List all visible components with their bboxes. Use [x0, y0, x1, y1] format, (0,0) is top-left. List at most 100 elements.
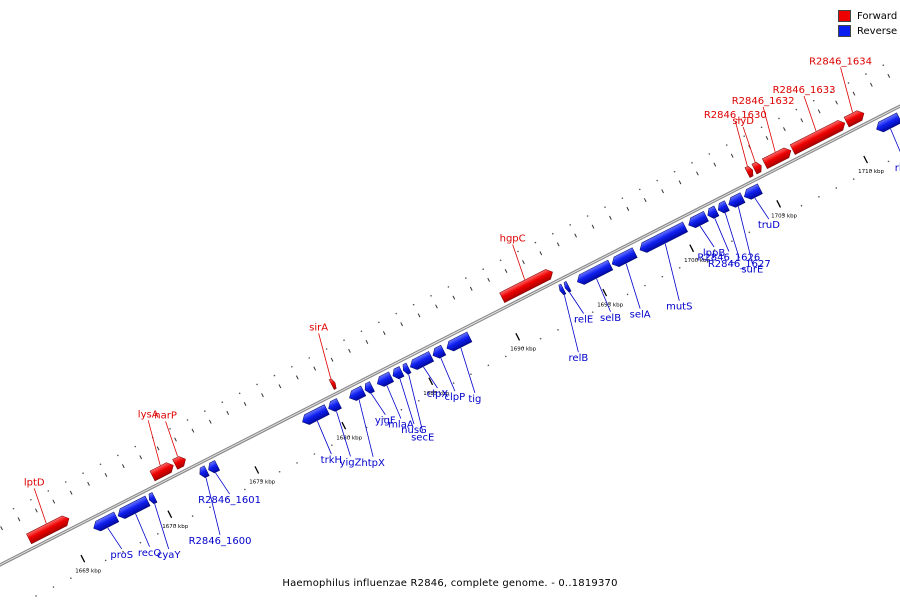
dot [209, 506, 211, 509]
leader-lysa [147, 420, 161, 466]
dot [621, 197, 624, 200]
minor-tick [330, 357, 334, 362]
dot [47, 490, 50, 492]
minor-tick [643, 198, 647, 203]
minor-tick [887, 73, 891, 78]
tick-1680 [341, 421, 347, 430]
dot [191, 515, 194, 517]
dot [887, 160, 890, 163]
label-r2846-1601: R2846_1601 [198, 495, 261, 506]
dot [800, 204, 803, 207]
leader-yigz [336, 411, 351, 457]
label-lptd: lptD [24, 477, 45, 488]
minor-tick [504, 269, 508, 274]
label-nusg: nusG [401, 425, 427, 436]
gene-hgpc [499, 269, 553, 303]
label-r2846-1600: R2846_1600 [189, 536, 252, 547]
dot [708, 153, 711, 155]
tick-1675 [254, 466, 260, 474]
dot [87, 568, 90, 571]
label-relb: relB [569, 353, 589, 364]
leader-sure [737, 206, 753, 264]
gene-shape-pros [93, 511, 120, 532]
gene-r2846-1601 [208, 460, 221, 474]
dot [122, 550, 124, 553]
gene-rele [563, 281, 572, 293]
gene-shape-lysa [149, 462, 174, 482]
leader-tig [460, 347, 476, 394]
tick-label-1690: 1690 kbp [510, 347, 536, 353]
label-sure: surE [741, 264, 763, 275]
leader-r2846-1634 [840, 67, 853, 113]
gene-tig [446, 331, 473, 352]
gene-shape-sece [402, 362, 412, 375]
dot [691, 161, 693, 164]
legend-forward-label: Forward [857, 10, 898, 22]
tick-label-1680: 1680 kbp [336, 435, 362, 441]
gene-htpx [349, 385, 367, 401]
leader-r2846-1632 [762, 106, 776, 152]
gene-shape-r2846-1627 [717, 200, 730, 214]
dot [557, 329, 559, 331]
leader-r2846-1630 [734, 120, 748, 167]
dot [331, 444, 333, 446]
dot [574, 320, 577, 322]
minor-tick [609, 215, 612, 220]
legend: Forward Reverse [838, 9, 897, 39]
minor-tick [852, 91, 856, 96]
gene-mlaa [376, 371, 395, 387]
label-rlue: rluE [895, 163, 900, 174]
gene-r2846-1634 [843, 110, 865, 128]
genes [26, 110, 900, 545]
dot [504, 355, 507, 358]
dot [64, 481, 67, 483]
gene-shape-yigz [328, 398, 342, 412]
backbone-outer [0, 104, 900, 567]
dot [465, 277, 467, 279]
gene-lptd [26, 515, 70, 545]
dot [447, 286, 450, 288]
scale-ticks: 1665 kbp 1670 kbp 1675 kbp 1680 kbp 1685 kbp… [75, 155, 885, 574]
dot [748, 231, 751, 234]
dot [30, 498, 32, 501]
minor-tick [765, 135, 769, 141]
gene-narp [172, 456, 186, 470]
dot [470, 373, 472, 376]
leader-r2846-1627 [724, 213, 740, 259]
dot [522, 346, 524, 349]
dot [400, 408, 403, 411]
gene-recq [117, 495, 151, 519]
minor-tick [121, 464, 125, 469]
gene-sece [402, 362, 412, 375]
minor-tick [417, 313, 421, 318]
leader-trkh [316, 420, 332, 455]
minor-tick [52, 499, 56, 504]
leader-clpp [440, 357, 456, 392]
tick-label-1665: 1665 kbp [75, 568, 101, 574]
gene-shape-lptd [26, 515, 70, 545]
tick-label-1695: 1695 kbp [597, 302, 623, 308]
gene-lysa [149, 462, 174, 482]
leader-lppb [699, 225, 715, 248]
gene-r2846-1630 [744, 165, 754, 178]
tick-1665 [80, 554, 86, 563]
gene-shape-lppb [688, 210, 709, 228]
dot [551, 232, 554, 235]
minor-tick [556, 242, 560, 247]
dot [713, 249, 716, 251]
leader-sela [625, 263, 641, 309]
gene-shape-trud [744, 183, 763, 200]
minor-tick [0, 526, 3, 531]
gene-sure [728, 192, 746, 208]
gene-shape-sure [728, 192, 746, 208]
gene-rlue [876, 112, 900, 133]
dot [261, 479, 264, 482]
dot [696, 258, 698, 260]
label-r2846-1632: R2846_1632 [732, 96, 795, 107]
dot [82, 472, 84, 474]
gene-shape-nusg [392, 366, 405, 380]
gene-shape-selb [577, 259, 614, 285]
label-muts: mutS [666, 302, 692, 313]
gene-shape-mlaa [376, 371, 395, 387]
gene-shape-rlue [876, 112, 900, 133]
